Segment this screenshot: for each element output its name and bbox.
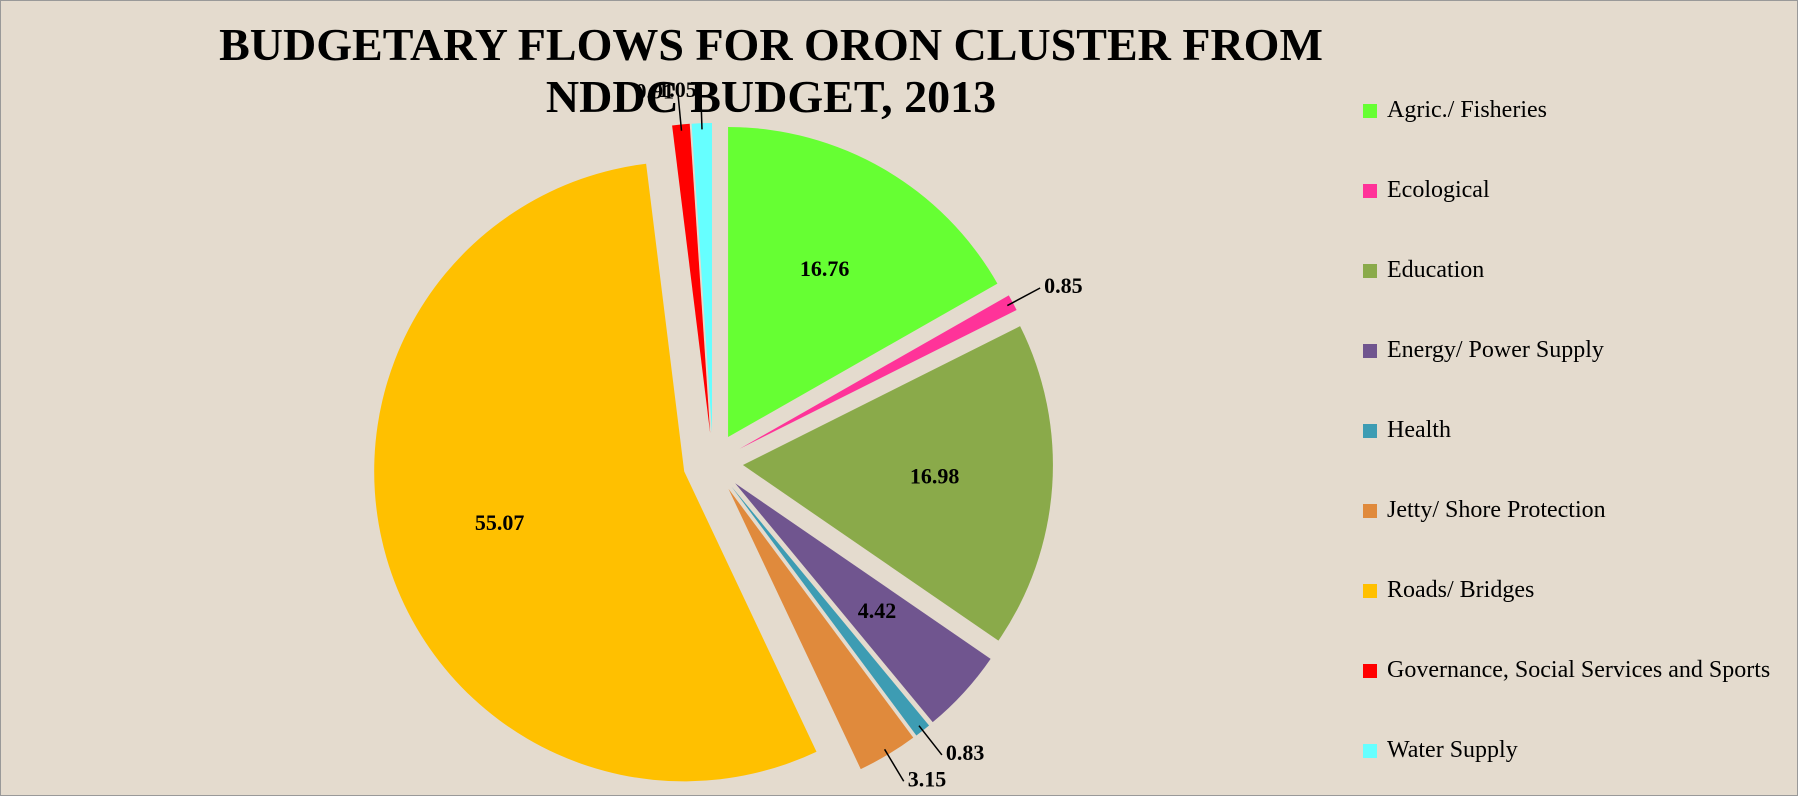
legend-label: Ecological (1387, 177, 1490, 203)
legend-swatch (1363, 424, 1377, 438)
leader-line (700, 92, 703, 130)
data-label: 0.83 (946, 740, 985, 765)
chart-title: BUDGETARY FLOWS FOR ORON CLUSTER FROM ND… (219, 19, 1323, 122)
leader-line (883, 748, 905, 782)
leader-line (918, 725, 943, 756)
legend-item: Governance, Social Services and Sports (1363, 656, 1783, 684)
legend-item: Roads/ Bridges (1363, 576, 1783, 604)
legend-swatch (1363, 504, 1377, 518)
legend-swatch (1363, 264, 1377, 278)
pie-slice (728, 488, 914, 770)
pie-slice (735, 483, 991, 723)
legend-label: Agric./ Fisheries (1387, 97, 1547, 123)
legend-item: Education (1363, 256, 1783, 284)
legend-item: Agric./ Fisheries (1363, 96, 1783, 124)
legend-swatch (1363, 344, 1377, 358)
data-label: 16.76 (800, 256, 850, 281)
legend-swatch (1363, 584, 1377, 598)
pie-slice (672, 123, 711, 434)
pie-slice (691, 123, 713, 434)
data-label: 3.15 (908, 766, 947, 791)
legend-label: Water Supply (1387, 737, 1518, 763)
legend-swatch (1363, 744, 1377, 758)
legend-swatch (1363, 184, 1377, 198)
pie-slice (731, 486, 930, 736)
pie-slice (742, 326, 1053, 641)
legend-label: Energy/ Power Supply (1387, 337, 1604, 363)
data-label: 0.85 (1044, 273, 1083, 298)
legend-label: Governance, Social Services and Sports (1387, 657, 1771, 683)
leader-line (677, 93, 683, 131)
data-label: 55.07 (475, 510, 525, 535)
legend-item: Health (1363, 416, 1783, 444)
pie-slice (374, 163, 817, 782)
pie-slice (728, 127, 998, 438)
data-label: 4.42 (858, 598, 897, 623)
data-label: 16.98 (910, 463, 960, 488)
leader-line (1006, 287, 1041, 307)
legend-swatch (1363, 664, 1377, 678)
pie-slice (739, 295, 1017, 449)
legend-label: Education (1387, 257, 1485, 283)
legend-item: Energy/ Power Supply (1363, 336, 1783, 364)
legend-label: Jetty/ Shore Protection (1387, 497, 1606, 523)
legend-item: Ecological (1363, 176, 1783, 204)
legend-item: Jetty/ Shore Protection (1363, 496, 1783, 524)
legend-label: Health (1387, 417, 1451, 443)
data-label: 0.91 (635, 79, 674, 104)
legend-item: Water Supply (1363, 736, 1783, 764)
data-label: 1.05 (658, 77, 697, 102)
legend-swatch (1363, 104, 1377, 118)
legend-label: Roads/ Bridges (1387, 577, 1535, 603)
